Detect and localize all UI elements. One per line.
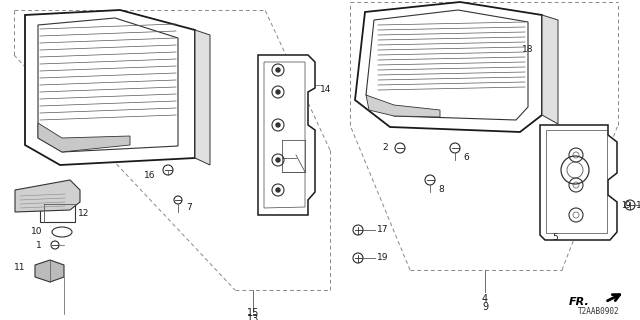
Text: 16: 16 <box>143 171 155 180</box>
Polygon shape <box>25 10 195 165</box>
Text: 17: 17 <box>377 226 388 235</box>
Text: 19: 19 <box>377 253 388 262</box>
Text: 2: 2 <box>382 143 388 153</box>
Ellipse shape <box>52 227 72 237</box>
Polygon shape <box>355 2 542 132</box>
FancyBboxPatch shape <box>40 204 75 222</box>
Polygon shape <box>35 260 64 282</box>
Polygon shape <box>15 180 80 212</box>
Text: 3: 3 <box>397 116 403 124</box>
Text: 1: 1 <box>36 241 42 250</box>
Text: 14: 14 <box>320 85 332 94</box>
Circle shape <box>276 158 280 162</box>
Text: 19: 19 <box>636 201 640 210</box>
Polygon shape <box>38 123 130 152</box>
Text: 11: 11 <box>13 263 25 273</box>
Text: T2AAB0902: T2AAB0902 <box>579 307 620 316</box>
Text: 5: 5 <box>552 234 558 243</box>
Polygon shape <box>195 30 210 165</box>
Circle shape <box>276 188 280 192</box>
Polygon shape <box>542 15 558 124</box>
Text: 19: 19 <box>621 201 631 210</box>
Text: 18: 18 <box>522 45 534 54</box>
Polygon shape <box>366 95 440 117</box>
Circle shape <box>276 68 280 72</box>
Text: 12: 12 <box>78 209 90 218</box>
Circle shape <box>276 90 280 94</box>
Text: 10: 10 <box>31 228 42 236</box>
Text: 6: 6 <box>463 154 468 163</box>
Text: 15: 15 <box>247 308 259 318</box>
Polygon shape <box>258 55 315 215</box>
Text: 7: 7 <box>186 204 192 212</box>
Text: 4: 4 <box>482 294 488 304</box>
Text: 13: 13 <box>247 314 259 320</box>
Text: 9: 9 <box>482 302 488 312</box>
Polygon shape <box>540 125 617 240</box>
Text: 8: 8 <box>438 186 444 195</box>
Circle shape <box>276 123 280 127</box>
Text: FR.: FR. <box>569 297 590 307</box>
